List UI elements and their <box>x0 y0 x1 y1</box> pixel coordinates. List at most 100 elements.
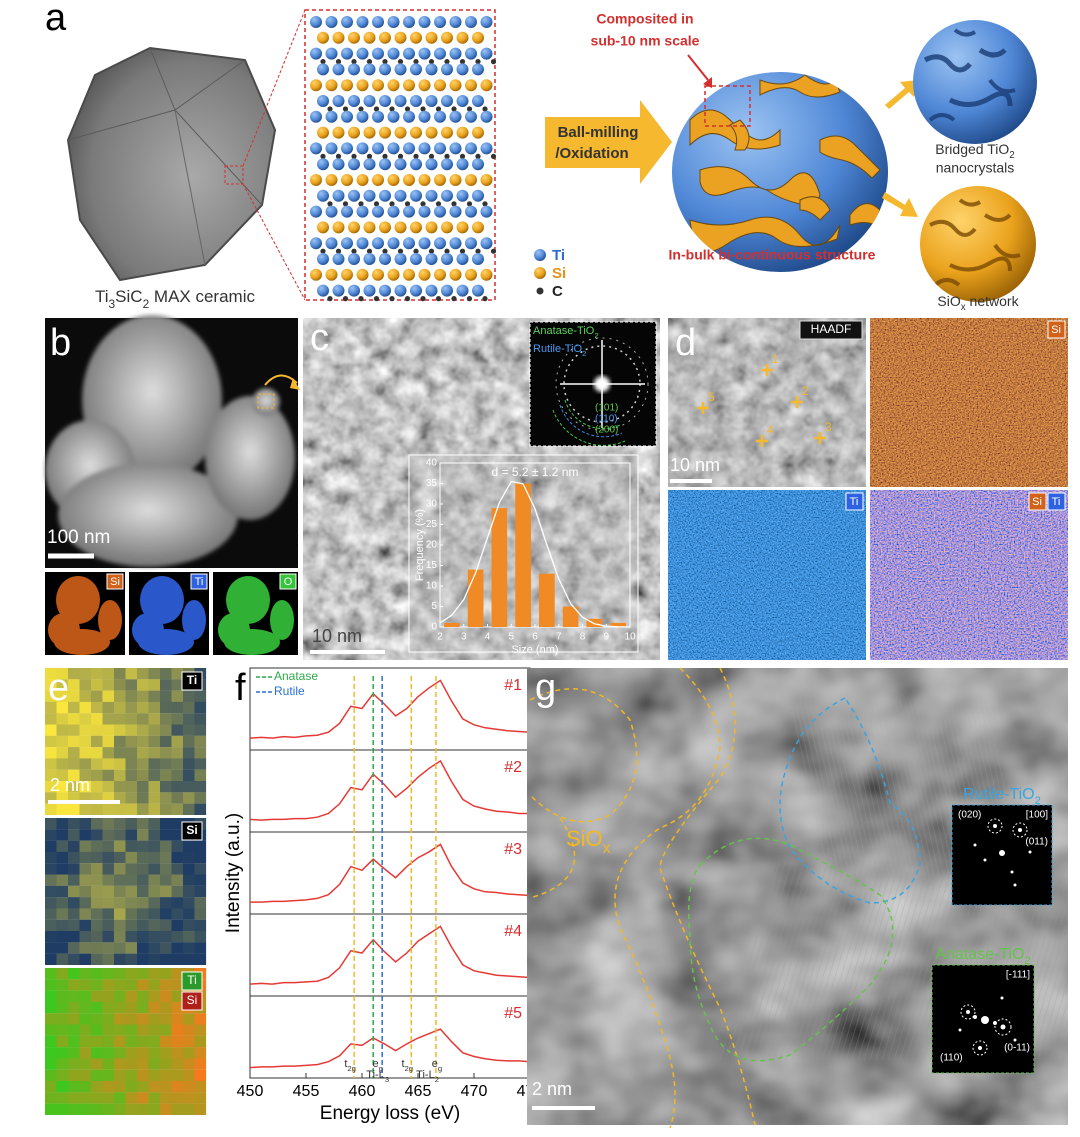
inset-title: Anatase-TiO2 <box>935 946 1030 967</box>
ti-atom <box>341 142 353 155</box>
map-pixel <box>194 735 207 748</box>
map-pixel <box>114 885 126 898</box>
map-pixel <box>183 792 195 804</box>
ti-atom <box>356 110 369 123</box>
c-atom <box>335 153 342 159</box>
peak-label: eg <box>372 1058 382 1073</box>
ti-atom <box>449 142 462 155</box>
fringe <box>737 859 799 1061</box>
map-pixel <box>194 1013 207 1025</box>
si-atom <box>418 174 431 186</box>
map-pixel <box>148 1058 161 1070</box>
map-pixel <box>125 792 138 804</box>
map-pixel <box>171 942 184 954</box>
callout-arrowhead <box>703 77 712 88</box>
si-atom <box>472 126 484 139</box>
si-atom <box>332 126 345 139</box>
map-pixel <box>91 792 103 804</box>
map-pixel <box>91 701 103 714</box>
map-pixel <box>79 803 92 815</box>
map-pixel <box>79 953 92 965</box>
map-pixel <box>137 851 149 864</box>
map-pixel <box>114 1035 126 1048</box>
map-pixel <box>114 931 126 943</box>
map-pixel <box>114 803 126 815</box>
map-pixel <box>137 1024 149 1036</box>
map-pixel <box>171 885 184 898</box>
map-pixel <box>148 1013 161 1025</box>
map-pixel <box>137 758 149 770</box>
map-pixel <box>137 968 149 980</box>
map-pixel <box>45 1024 57 1036</box>
map-tag-label: Si <box>186 823 197 837</box>
point-label: 2 <box>802 384 809 398</box>
map-pixel <box>45 701 57 714</box>
fringe <box>803 859 865 1061</box>
text-run: t <box>344 1058 347 1070</box>
map-pixel <box>79 1058 92 1070</box>
tag <box>181 991 203 1011</box>
map-pixel <box>148 990 161 1002</box>
x-tick-label: 9 <box>603 632 609 643</box>
zoom-line <box>242 183 306 301</box>
map-pixel <box>183 953 195 965</box>
map-pixel <box>45 1092 57 1104</box>
map-pixel <box>102 1024 115 1036</box>
panel-f: #1#2#3#4#5AnataseRutile45045546046547047… <box>223 667 543 1124</box>
ti-atom <box>310 205 322 218</box>
subscript: 2 <box>435 1075 439 1084</box>
bar <box>515 483 531 627</box>
map-pixel <box>45 792 57 804</box>
ti-atom <box>425 189 438 202</box>
panel-b <box>45 315 300 655</box>
ti-atom <box>480 16 493 28</box>
map-pixel <box>79 769 92 782</box>
subplot-frame <box>249 913 531 997</box>
map-pixel <box>114 1069 126 1082</box>
c-atom <box>413 59 419 65</box>
process-arrow <box>545 100 672 184</box>
ti-atom <box>465 16 477 28</box>
map-pixel <box>125 897 138 909</box>
map-pixel <box>79 1024 92 1036</box>
map-pixel <box>125 1081 138 1093</box>
tio2-sphere <box>913 20 1037 144</box>
ti-atom <box>379 95 391 107</box>
map-pixel <box>160 769 172 782</box>
map-pixel <box>56 885 69 898</box>
ti-atom <box>403 16 415 28</box>
map-pixel <box>79 885 92 898</box>
map-pixel <box>160 897 172 909</box>
map-pixel <box>91 803 103 815</box>
edge-label: Ti-L3 <box>366 1069 389 1084</box>
map-pixel <box>160 953 172 965</box>
map-pixel <box>183 1013 195 1025</box>
map-pixel <box>79 990 92 1002</box>
map-pixel <box>194 1092 207 1104</box>
c-atom <box>451 296 457 302</box>
map-tag-label: Ti <box>187 673 197 687</box>
map-pixel <box>148 1081 161 1093</box>
map-pixel <box>125 908 138 920</box>
map-pixel <box>183 1047 195 1059</box>
map-pixel <box>160 735 172 748</box>
map-pixel <box>183 1058 195 1070</box>
ti-atom <box>480 47 493 60</box>
ti-atom <box>310 110 322 123</box>
map-pixel <box>148 818 161 830</box>
map-tag-label: Si <box>187 993 198 1007</box>
map-tag-label: Si <box>1032 496 1042 508</box>
map-pixel <box>79 942 92 954</box>
scale-label: 10 nm <box>312 626 362 646</box>
tag <box>1047 492 1066 511</box>
ti-atom <box>310 237 322 250</box>
map-pixel <box>125 1047 138 1059</box>
map-pixel <box>183 724 195 736</box>
tag <box>181 971 203 991</box>
y-tick-label: 5 <box>431 601 437 612</box>
si-atom <box>317 221 329 234</box>
map-pixel <box>160 724 172 736</box>
fringe <box>773 859 835 1061</box>
map-pixel <box>68 942 80 954</box>
